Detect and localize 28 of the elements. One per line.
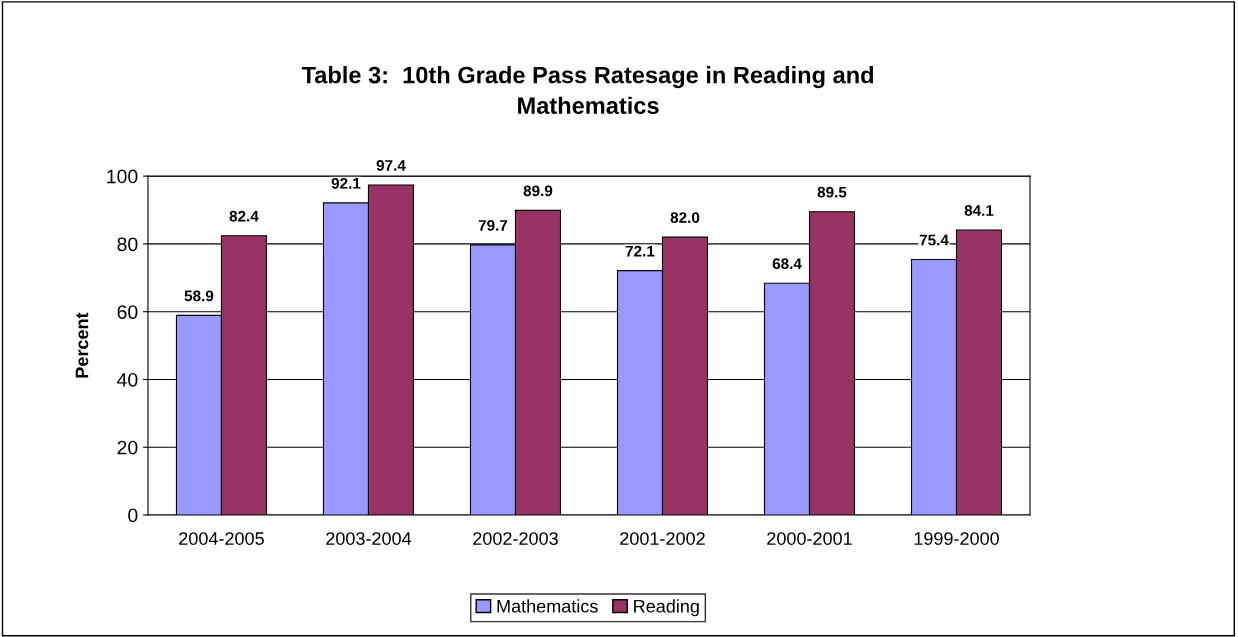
y-tick-label: 40: [117, 372, 138, 387]
y-axis-title: Percent: [75, 312, 89, 378]
y-tick-label: 60: [117, 305, 138, 319]
data-label: 89.5: [817, 186, 847, 198]
x-tick-label: 2002-2003: [473, 532, 558, 545]
data-label: 82.4: [229, 210, 259, 222]
data-label: 84.1: [964, 205, 994, 216]
y-tick-label: 100: [107, 169, 138, 184]
x-tick-label: 2001-2002: [620, 532, 705, 545]
data-label: 97.4: [376, 159, 406, 171]
x-tick-label: 2000-2001: [767, 532, 852, 545]
data-label: 92.1: [331, 177, 361, 189]
legend-label: Mathematics: [497, 599, 598, 613]
data-label: 68.4: [772, 258, 802, 270]
y-tick-label: 0: [128, 508, 138, 523]
data-label: 72.1: [625, 245, 655, 257]
data-label: 58.9: [184, 290, 214, 302]
legend-label: Reading: [634, 599, 699, 617]
x-tick-label: 2003-2004: [326, 532, 412, 545]
x-tick-label: 2004-2005: [179, 532, 264, 545]
y-tick-label: 20: [117, 440, 138, 455]
chart-title: Table 3: 10th Grade Pass Ratesage in Reading and Mathematics: [301, 66, 874, 115]
x-tick-label: 1999-2000: [914, 532, 999, 545]
data-label: 89.9: [523, 185, 553, 197]
data-label: 79.7: [478, 219, 508, 231]
data-label: 82.0: [670, 212, 700, 223]
data-label: 75.4: [919, 234, 949, 246]
y-tick-label: 80: [117, 237, 138, 252]
